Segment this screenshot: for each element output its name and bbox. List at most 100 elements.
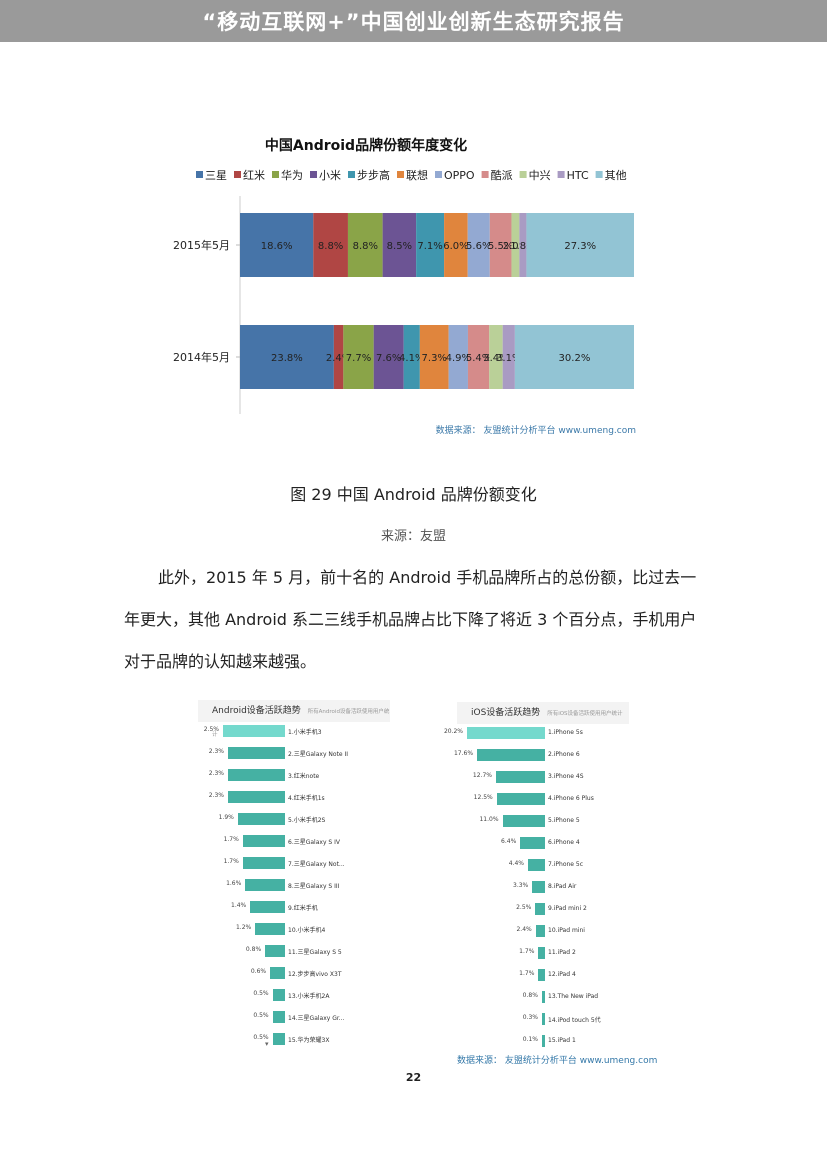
legend-swatch — [234, 171, 241, 178]
category-label: 2015年5月 — [173, 238, 230, 252]
bar-value-label: 8.8% — [353, 241, 378, 252]
device-row[interactable]: 1.4% 9.红米手机 — [198, 900, 390, 914]
device-share-bar — [245, 879, 285, 891]
device-row[interactable]: 4.4% 7.iPhone 5c — [457, 858, 629, 872]
device-row[interactable]: 0.3% 14.iPod touch 5代 — [457, 1012, 629, 1026]
device-row[interactable]: 2.3% 4.红米手机1s — [198, 790, 390, 804]
device-row[interactable]: 20.2% 1.iPhone 5s — [444, 726, 629, 740]
device-row[interactable]: 1.2% 10.小米手机4 — [198, 922, 390, 936]
device-row[interactable]: 11.0% 5.iPhone 5 — [457, 814, 629, 828]
device-name: 13.小米手机2A — [288, 993, 330, 1000]
bar-value-label: 3.4% — [483, 353, 508, 364]
bar-value-label: 6.0% — [443, 241, 468, 252]
device-row[interactable]: 2.4% 10.iPad mini — [457, 924, 629, 938]
legend-swatch — [348, 171, 355, 178]
device-share-label: 2.3% — [208, 792, 224, 799]
device-share-label: 1.9% — [218, 814, 234, 821]
device-row[interactable]: 1.7% 12.iPad 4 — [457, 968, 629, 982]
device-share-label: 0.8% — [522, 992, 538, 999]
device-row[interactable]: 0.1% 15.iPad 1 — [457, 1034, 629, 1048]
device-share-bar — [538, 947, 545, 959]
bar-segment — [526, 213, 634, 277]
bar-segment — [333, 325, 344, 389]
bar-value-label: 4.9% — [446, 353, 471, 364]
legend-label: 小米 — [319, 169, 341, 182]
bar-value-label: 2.0% — [503, 241, 528, 252]
android-more-icon[interactable]: ▾ — [265, 1040, 269, 1048]
legend-swatch — [435, 171, 442, 178]
device-share-bar — [532, 881, 545, 893]
legend-swatch — [595, 171, 603, 178]
bar-segment — [419, 325, 449, 389]
bar-segment — [347, 213, 383, 277]
device-row[interactable]: 2.3% 2.三星Galaxy Note II — [198, 746, 390, 760]
device-row[interactable]: 1.7% 11.iPad 2 — [457, 946, 629, 960]
device-share-label: 11.0% — [479, 816, 499, 823]
bar-value-label: 7.6% — [376, 353, 401, 364]
bar-value-label: 7.3% — [422, 353, 447, 364]
device-row[interactable]: 17.6% 2.iPhone 6 — [454, 748, 629, 762]
legend-label: 联想 — [406, 168, 428, 182]
body-paragraph: 此外，2015 年 5 月，前十名的 Android 手机品牌所占的总份额，比过… — [124, 557, 704, 683]
device-name: 6.iPhone 4 — [548, 839, 580, 846]
device-name: 8.三星Galaxy S III — [288, 883, 340, 890]
device-row[interactable]: 2.3% 3.红米note — [198, 768, 390, 782]
device-row[interactable]: 2.5% 9.iPad mini 2 — [457, 902, 629, 916]
device-row[interactable]: 12.5% 4.iPhone 6 Plus — [457, 792, 629, 806]
device-row[interactable]: 1.6% 8.三星Galaxy S III — [198, 878, 390, 892]
legend-label: 红米 — [243, 169, 265, 182]
device-row[interactable]: 12.7% 3.iPhone 4S — [457, 770, 629, 784]
device-share-label: 1.7% — [223, 836, 239, 843]
ios-data-source: 数据来源： 友盟统计分析平台 www.umeng.com — [457, 1056, 658, 1066]
device-row[interactable]: 0.8% 13.The New iPad — [457, 990, 629, 1004]
device-name: 8.iPad Air — [548, 883, 577, 890]
legend-label: HTC — [567, 169, 589, 182]
legend-label: 华为 — [281, 168, 303, 182]
device-share-label: 0.5% — [253, 990, 269, 997]
bar-segment — [343, 325, 374, 389]
bar-segment — [489, 325, 503, 389]
device-share-bar — [242, 835, 285, 847]
device-row[interactable]: 0.8% 11.三星Galaxy S 5 — [198, 944, 390, 958]
bar-segment — [444, 213, 468, 277]
device-share-bar — [250, 901, 285, 913]
legend-swatch — [196, 171, 203, 178]
device-share-bar — [495, 771, 545, 783]
device-row[interactable]: 0.5% 14.三星Galaxy Gr... — [198, 1010, 390, 1024]
device-row[interactable]: 2.5% 1.小米手机3 — [198, 724, 390, 738]
chart-source: 数据来源： 友盟统计分析平台 www.umeng.com — [436, 424, 636, 436]
device-row[interactable]: 1.7% 7.三星Galaxy Not... — [198, 856, 390, 870]
device-share-bar — [467, 727, 545, 739]
device-row[interactable]: 1.7% 6.三星Galaxy S IV — [198, 834, 390, 848]
device-name: 15.iPad 1 — [548, 1037, 576, 1044]
device-name: 4.iPhone 6 Plus — [548, 795, 594, 802]
device-row[interactable]: 6.4% 6.iPhone 4 — [457, 836, 629, 850]
bar-value-label: 8.5% — [387, 241, 412, 252]
device-share-label: 0.5% — [253, 1012, 269, 1019]
device-share-bar — [237, 813, 285, 825]
device-row[interactable]: 1.9% 5.小米手机2S — [198, 812, 390, 826]
device-name: 9.红米手机 — [288, 905, 318, 912]
device-share-label: 0.8% — [245, 946, 262, 953]
device-name: 15.华为荣耀3X — [288, 1037, 330, 1044]
android-panel-title-text: Android设备活跃趋势 — [212, 706, 301, 716]
chart-title: 中国Android品牌份额年度变化 — [265, 137, 467, 154]
legend-swatch — [557, 171, 565, 178]
device-row[interactable]: 3.3% 8.iPad Air — [457, 880, 629, 894]
device-share-label: 4.4% — [508, 860, 524, 867]
device-name: 5.小米手机2S — [288, 817, 326, 824]
device-share-bar — [272, 1011, 285, 1023]
ios-panel-title: iOS设备活跃趋势 所有iOS设备活跃使用用户统计 — [457, 702, 629, 724]
device-row[interactable]: 0.6% 12.步步高vivo X3T — [198, 966, 390, 980]
legend-swatch — [519, 171, 527, 178]
bar-segment — [240, 325, 334, 389]
device-row[interactable]: 0.5% 15.华为荣耀3X — [198, 1032, 390, 1046]
bar-value-label: 7.1% — [417, 241, 442, 252]
legend-label: 其他 — [605, 169, 627, 182]
device-row[interactable]: 0.5% 13.小米手机2A — [198, 988, 390, 1002]
device-name: 10.iPad mini — [548, 927, 585, 934]
bar-value-label: 1.8% — [510, 241, 535, 252]
device-share-bar — [272, 989, 285, 1001]
bar-segment — [403, 325, 420, 389]
